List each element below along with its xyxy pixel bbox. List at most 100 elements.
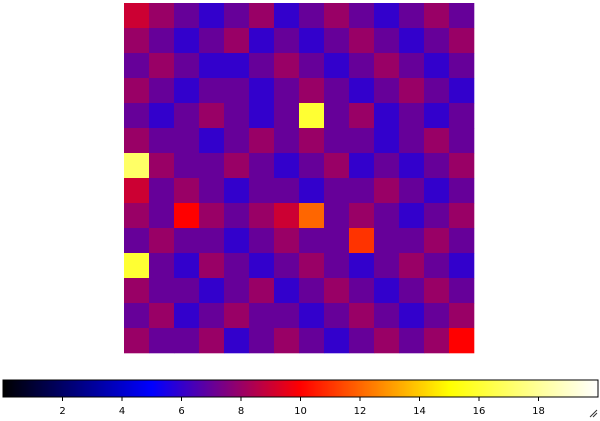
cell [349,28,375,54]
cell [274,128,300,154]
tick-label: 12 [354,406,367,417]
cell [199,153,225,179]
cell [374,103,400,129]
cell [149,3,175,29]
cell [299,228,325,254]
cell [449,103,475,129]
cell [324,128,350,154]
cell [299,3,325,29]
cell [199,3,225,29]
cell [274,253,300,279]
tick-label: 4 [119,406,125,417]
cell [449,153,475,179]
cell [424,103,450,129]
cell [449,3,475,29]
cell [224,328,250,354]
cell [174,128,200,154]
cell [224,253,250,279]
cell [399,253,425,279]
colorbar [2,379,599,398]
cell [349,253,375,279]
cell [124,78,150,104]
cell [249,28,275,54]
cell [324,278,350,304]
cell [399,103,425,129]
cell [349,128,375,154]
cell [174,78,200,104]
cell [124,253,150,279]
tick-label: 14 [413,406,426,417]
cell [299,78,325,104]
cell [399,128,425,154]
cell [449,328,475,354]
cell [124,103,150,129]
resize-handle[interactable] [589,409,598,418]
cell [274,53,300,79]
tick-label: 2 [59,406,65,417]
cell [249,3,275,29]
cell [174,278,200,304]
cell [374,253,400,279]
colorbar-axis: 2 4 6 8 10 12 14 16 18 [59,397,545,417]
cell [249,303,275,329]
tick-label: 10 [294,406,307,417]
cell [149,228,175,254]
cell [374,303,400,329]
cell [399,178,425,204]
cell [249,53,275,79]
cell [299,303,325,329]
cell [399,78,425,104]
cell [124,278,150,304]
cell [199,278,225,304]
cell [449,53,475,79]
cell [224,53,250,79]
cell [449,278,475,304]
cell [199,203,225,229]
cell [449,228,475,254]
cell [374,78,400,104]
cell [174,178,200,204]
cell [199,53,225,79]
cell [124,228,150,254]
cell [149,53,175,79]
cell [374,278,400,304]
cell [299,128,325,154]
cell [349,203,375,229]
cell [124,178,150,204]
cell [124,328,150,354]
cell [324,153,350,179]
cell [174,328,200,354]
cell [349,78,375,104]
tick-label: 6 [178,406,184,417]
cell [224,78,250,104]
cell [124,203,150,229]
cell [324,328,350,354]
cell [274,153,300,179]
cell [299,203,325,229]
cell [149,178,175,204]
cell [399,3,425,29]
cell [174,53,200,79]
cell [424,153,450,179]
cell [174,228,200,254]
cell [324,253,350,279]
cell [424,278,450,304]
cell [399,328,425,354]
cell [199,178,225,204]
cell [274,3,300,29]
cell [274,303,300,329]
cell [274,78,300,104]
cell [249,278,275,304]
cell [199,228,225,254]
cell [349,178,375,204]
cell [224,128,250,154]
cell [324,203,350,229]
cell [449,78,475,104]
cell [224,278,250,304]
tick-label: 18 [532,406,545,417]
cell [374,28,400,54]
cell [374,178,400,204]
cell [424,303,450,329]
cell [174,28,200,54]
